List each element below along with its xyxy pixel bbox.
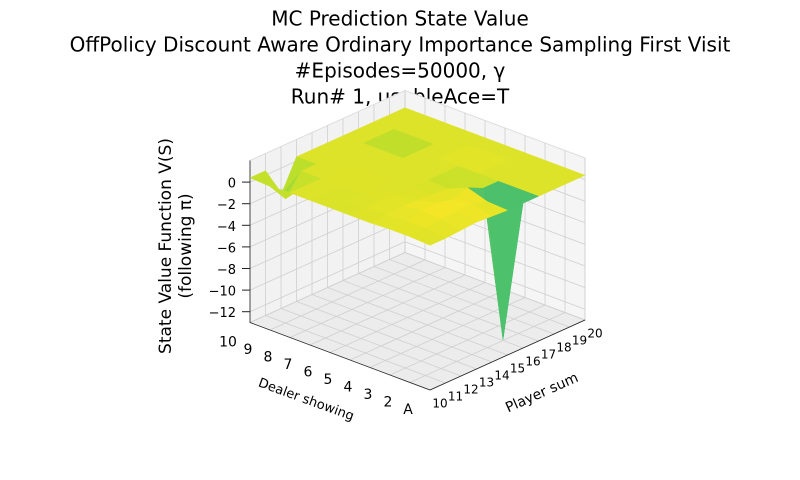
chart-title: MC Prediction State Value: [271, 7, 529, 31]
z-tick-label: −4: [217, 220, 236, 235]
grid-line: [296, 301, 477, 370]
y-tick-label: 3: [364, 387, 373, 403]
surface-patch: [409, 228, 447, 246]
grid-line: [249, 241, 406, 313]
x-axis-label: Player sum: [503, 370, 581, 416]
grid-line: [389, 304, 546, 376]
grid-line: [349, 289, 506, 361]
grid-line: [404, 252, 586, 321]
y-tick-label: 5: [324, 372, 333, 388]
z-axis-label-line: State Value Function V(S): [156, 138, 176, 354]
z-tick-label: 0: [228, 177, 236, 192]
x-tick-label: 12: [463, 383, 478, 397]
x-tick-label: 19: [572, 334, 587, 348]
x-tick-label: 20: [587, 327, 602, 341]
z-tick-label: −6: [217, 241, 236, 256]
grid-line: [249, 219, 406, 291]
y-axis-label: Dealer showing: [256, 376, 356, 425]
x-tick-label: 13: [479, 376, 494, 390]
grid-line: [309, 274, 466, 346]
y-tick-label: 2: [384, 395, 393, 411]
grid-line: [269, 259, 426, 331]
grid-line: [249, 252, 406, 323]
x-tick-label: 10: [432, 397, 447, 411]
y-tick-label: 8: [264, 350, 273, 366]
chart-title: OffPolicy Discount Aware Ordinary Import…: [70, 33, 731, 57]
y-tick-label: 7: [284, 357, 293, 373]
x-tick-label: 16: [525, 355, 540, 369]
x-tick-label: 14: [494, 369, 509, 383]
x-tick-label: 17: [541, 348, 556, 362]
z-tick-label: −2: [217, 198, 236, 213]
grid-line: [289, 267, 446, 338]
z-axis-label-line: (following π): [176, 193, 196, 298]
grid-line: [327, 287, 508, 356]
grid-line: [265, 315, 446, 384]
grid-line: [373, 266, 555, 335]
grid-line: [358, 273, 539, 342]
grid-line: [389, 259, 570, 328]
z-tick-label: −10: [209, 285, 236, 300]
grid-line: [329, 282, 486, 353]
z-axis-label: State Value Function V(S) (following π): [156, 138, 196, 354]
grid-line: [311, 294, 493, 363]
z-tick-label: −8: [217, 263, 236, 278]
chart-title: #Episodes=50000, γ: [295, 59, 506, 83]
y-tick-label: 10: [219, 335, 237, 351]
axis-line: [249, 322, 431, 391]
y-tick-label: A: [403, 402, 413, 418]
y-tick-label: 9: [244, 342, 253, 358]
x-tick-label: 18: [556, 341, 571, 355]
y-tick-label: 4: [344, 380, 353, 396]
x-tick-label: 15: [510, 362, 525, 376]
grid-line: [280, 308, 462, 377]
grid-line: [409, 312, 566, 383]
x-tick-label: 11: [448, 390, 463, 404]
y-tick-label: 6: [304, 365, 313, 381]
grid-line: [342, 280, 524, 349]
z-tick-label: −12: [209, 306, 236, 321]
axis-line: [429, 319, 586, 391]
